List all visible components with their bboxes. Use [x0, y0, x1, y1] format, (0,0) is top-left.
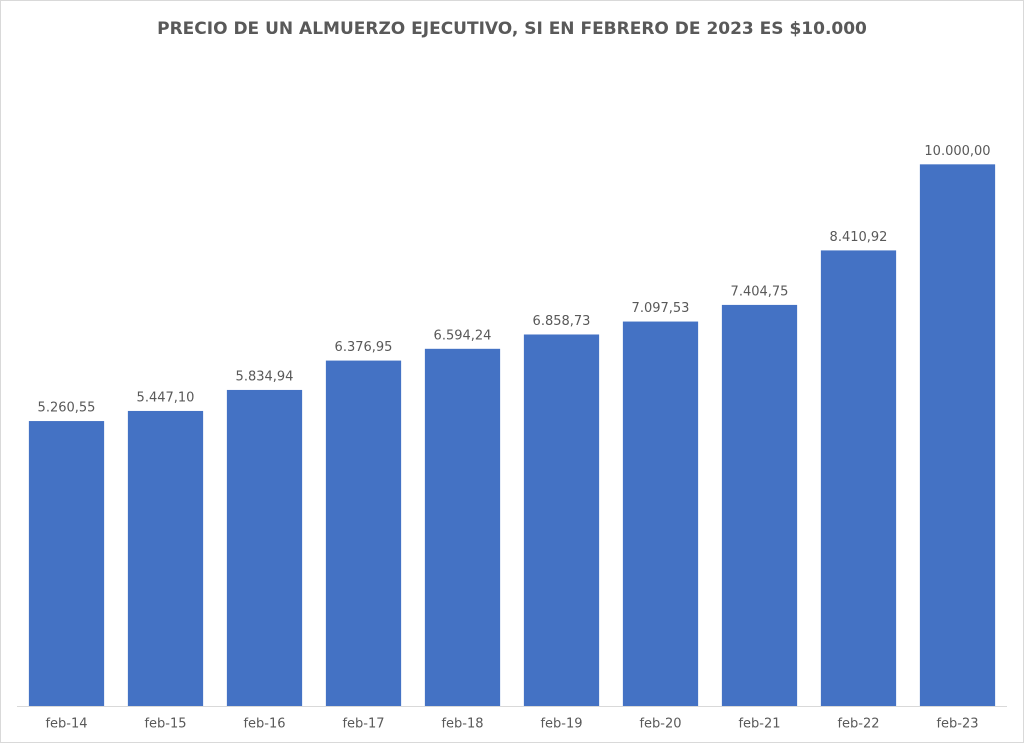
x-tick-label: feb-17 [342, 717, 384, 732]
x-tick-label: feb-16 [243, 717, 285, 732]
bar [622, 321, 699, 706]
data-label: 5.260,55 [38, 401, 96, 416]
bar [325, 360, 402, 706]
bar [226, 389, 303, 706]
data-label: 10.000,00 [924, 144, 990, 159]
data-label: 6.594,24 [434, 328, 492, 343]
data-label: 6.376,95 [335, 340, 393, 355]
x-tick-label: feb-20 [639, 717, 681, 732]
bar [820, 250, 897, 706]
bar [721, 304, 798, 706]
x-tick-label: feb-19 [540, 717, 582, 732]
bar [919, 164, 996, 707]
data-label: 5.834,94 [236, 369, 294, 384]
data-label: 8.410,92 [830, 230, 888, 245]
x-tick-label: feb-23 [936, 717, 978, 732]
x-tick-label: feb-15 [144, 717, 186, 732]
x-tick-label: feb-21 [738, 717, 780, 732]
x-tick-label: feb-18 [441, 717, 483, 732]
bar [127, 410, 204, 706]
chart-title: PRECIO DE UN ALMUERZO EJECUTIVO, SI EN F… [157, 19, 867, 39]
x-tick-label: feb-14 [45, 717, 87, 732]
bar [523, 334, 600, 706]
x-tick-label: feb-22 [837, 717, 879, 732]
data-label: 7.404,75 [731, 284, 789, 299]
data-label: 6.858,73 [533, 314, 591, 329]
bar [28, 421, 105, 706]
data-label: 5.447,10 [137, 390, 195, 405]
data-label: 7.097,53 [632, 301, 690, 316]
bar [424, 348, 501, 706]
